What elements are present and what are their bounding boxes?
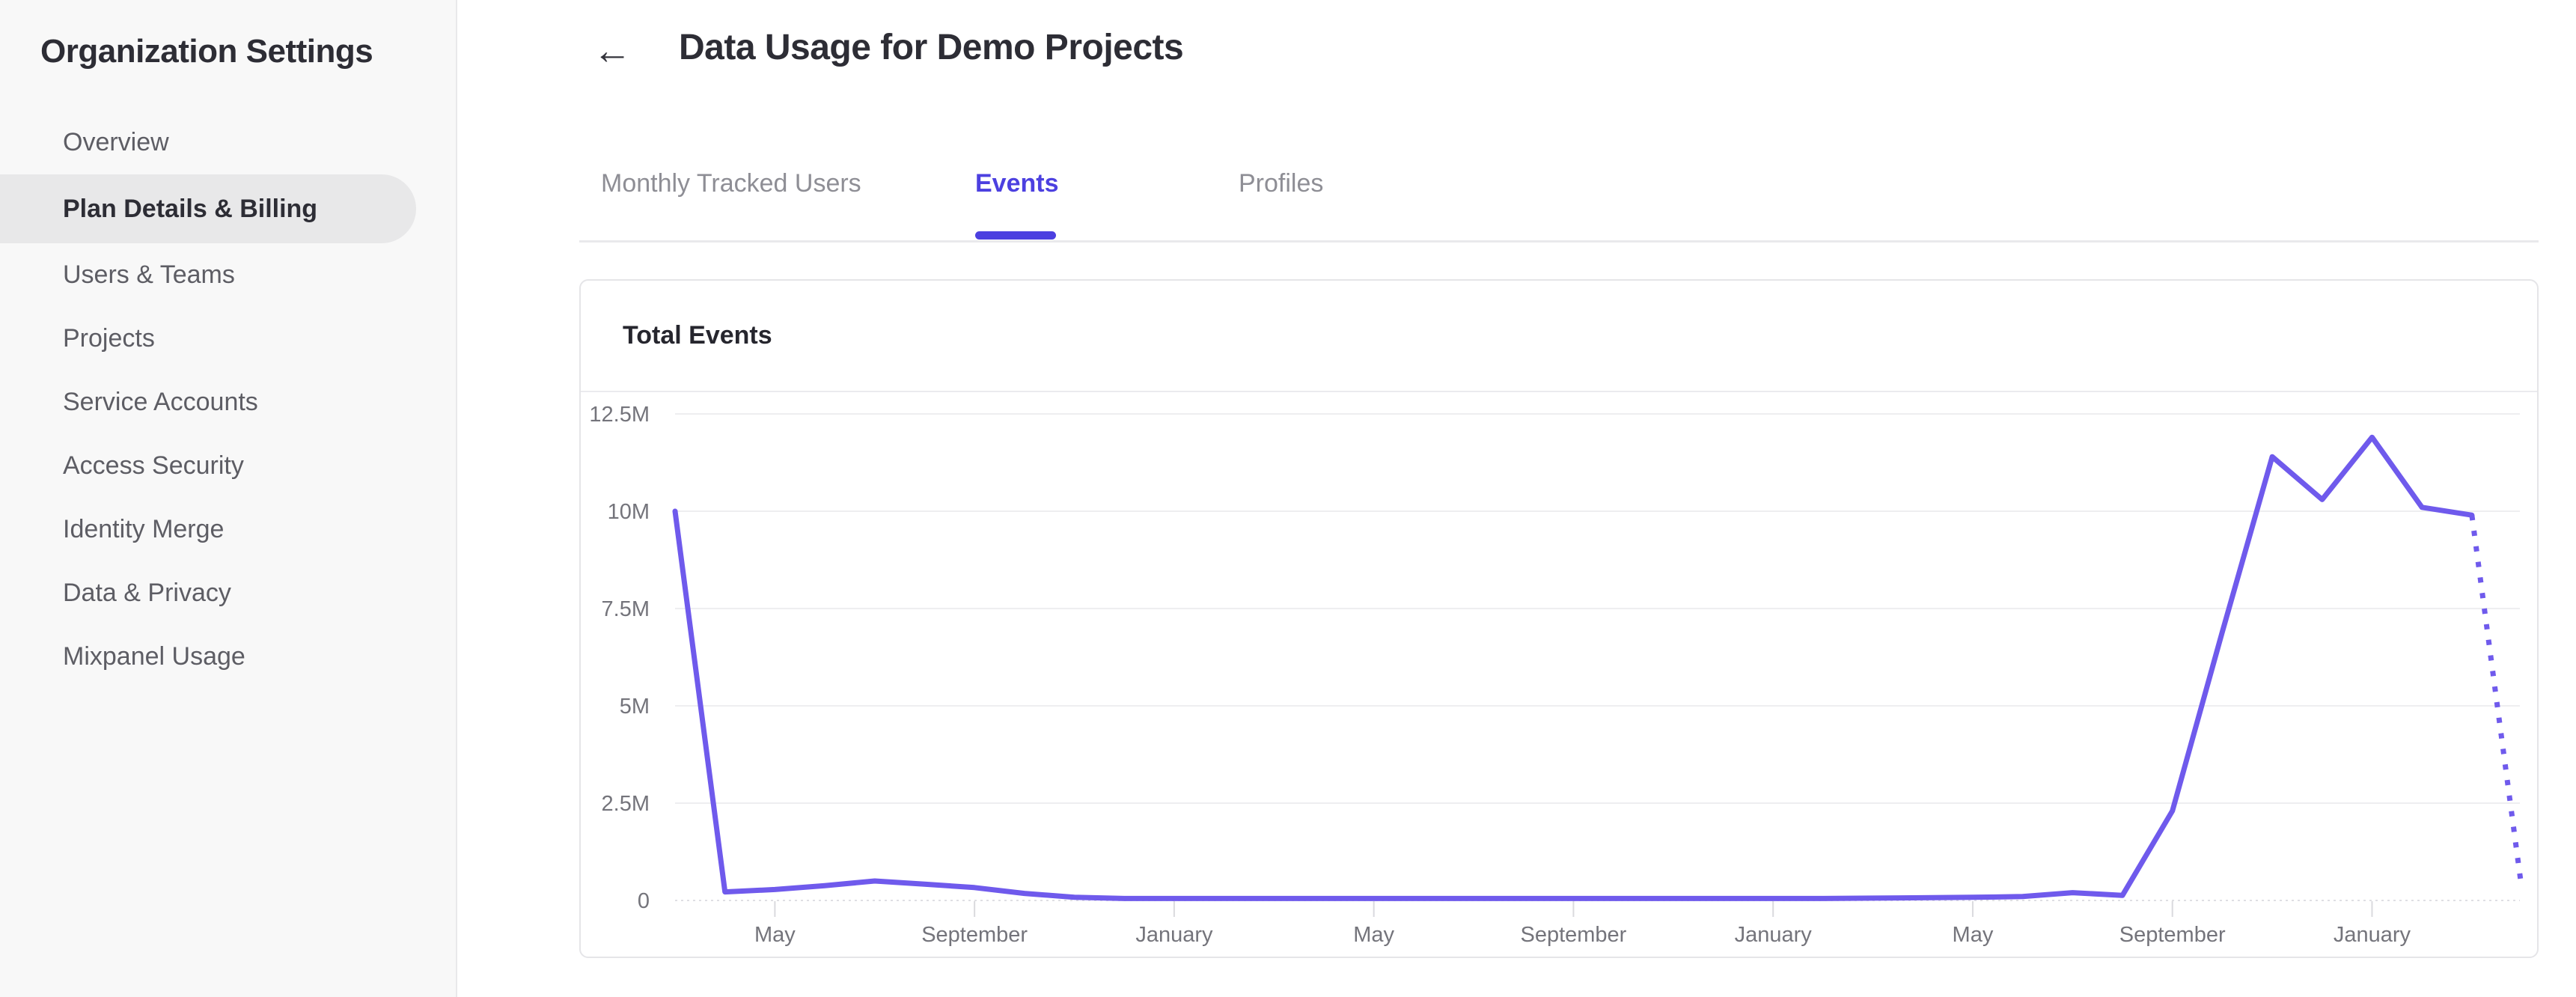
sidebar-item-plan-details-billing[interactable]: Plan Details & Billing [0, 174, 416, 243]
events-chart: 12.5M 10M 7.5M 5M 2.5M 0 May September January Ma… [589, 403, 2524, 947]
x-axis-label: September [921, 923, 1028, 947]
chart-title: Total Events [623, 321, 772, 350]
sidebar-item-identity-merge[interactable]: Identity Merge [63, 515, 225, 543]
page-title: Data Usage for Demo Projects [679, 28, 1184, 67]
x-axis-label: January [1135, 923, 1213, 947]
sidebar-item-access-security[interactable]: Access Security [63, 451, 244, 480]
sidebar-title: Organization Settings [40, 33, 373, 70]
total-events-line [672, 434, 2475, 901]
y-axis-label: 10M [608, 500, 650, 524]
y-axis-label: 5M [620, 695, 650, 719]
tab-profiles[interactable]: Profiles [1239, 169, 1324, 198]
x-axis-label: May [754, 923, 796, 947]
total-events-card: Total Events 12.5M 10M 7.5M 5M 2.5M 0 May Septe… [579, 279, 2539, 958]
x-axis-label: January [1735, 923, 1813, 947]
tab-monthly-tracked-users[interactable]: Monthly Tracked Users [601, 169, 861, 198]
sidebar: Organization Settings Overview Plan Deta… [0, 0, 457, 997]
x-axis-label: September [1520, 923, 1626, 947]
back-arrow-icon[interactable]: ← [588, 27, 636, 75]
sidebar-item-projects[interactable]: Projects [63, 324, 155, 353]
tabbar-divider [579, 240, 2539, 243]
x-axis-label: January [2334, 923, 2411, 947]
x-axis-label: May [1353, 923, 1394, 947]
sidebar-nav: Overview Plan Details & Billing Users & … [0, 111, 457, 689]
card-divider [581, 391, 2537, 392]
sidebar-item-overview[interactable]: Overview [63, 128, 169, 156]
sidebar-item-users-teams[interactable]: Users & Teams [63, 260, 235, 289]
tab-events[interactable]: Events [975, 169, 1059, 198]
x-axis-label: May [1953, 923, 1994, 947]
sidebar-item-service-accounts[interactable]: Service Accounts [63, 388, 258, 416]
y-axis-label: 12.5M [589, 403, 650, 427]
total-events-projected-segment [2469, 514, 2524, 889]
active-tab-underline [975, 231, 1056, 240]
y-axis-label: 0 [638, 889, 650, 913]
y-axis-label: 7.5M [602, 597, 650, 621]
sidebar-item-data-privacy[interactable]: Data & Privacy [63, 579, 231, 607]
x-axis-label: September [2119, 923, 2226, 947]
sidebar-item-mixpanel-usage[interactable]: Mixpanel Usage [63, 642, 245, 671]
y-axis-label: 2.5M [602, 792, 650, 816]
